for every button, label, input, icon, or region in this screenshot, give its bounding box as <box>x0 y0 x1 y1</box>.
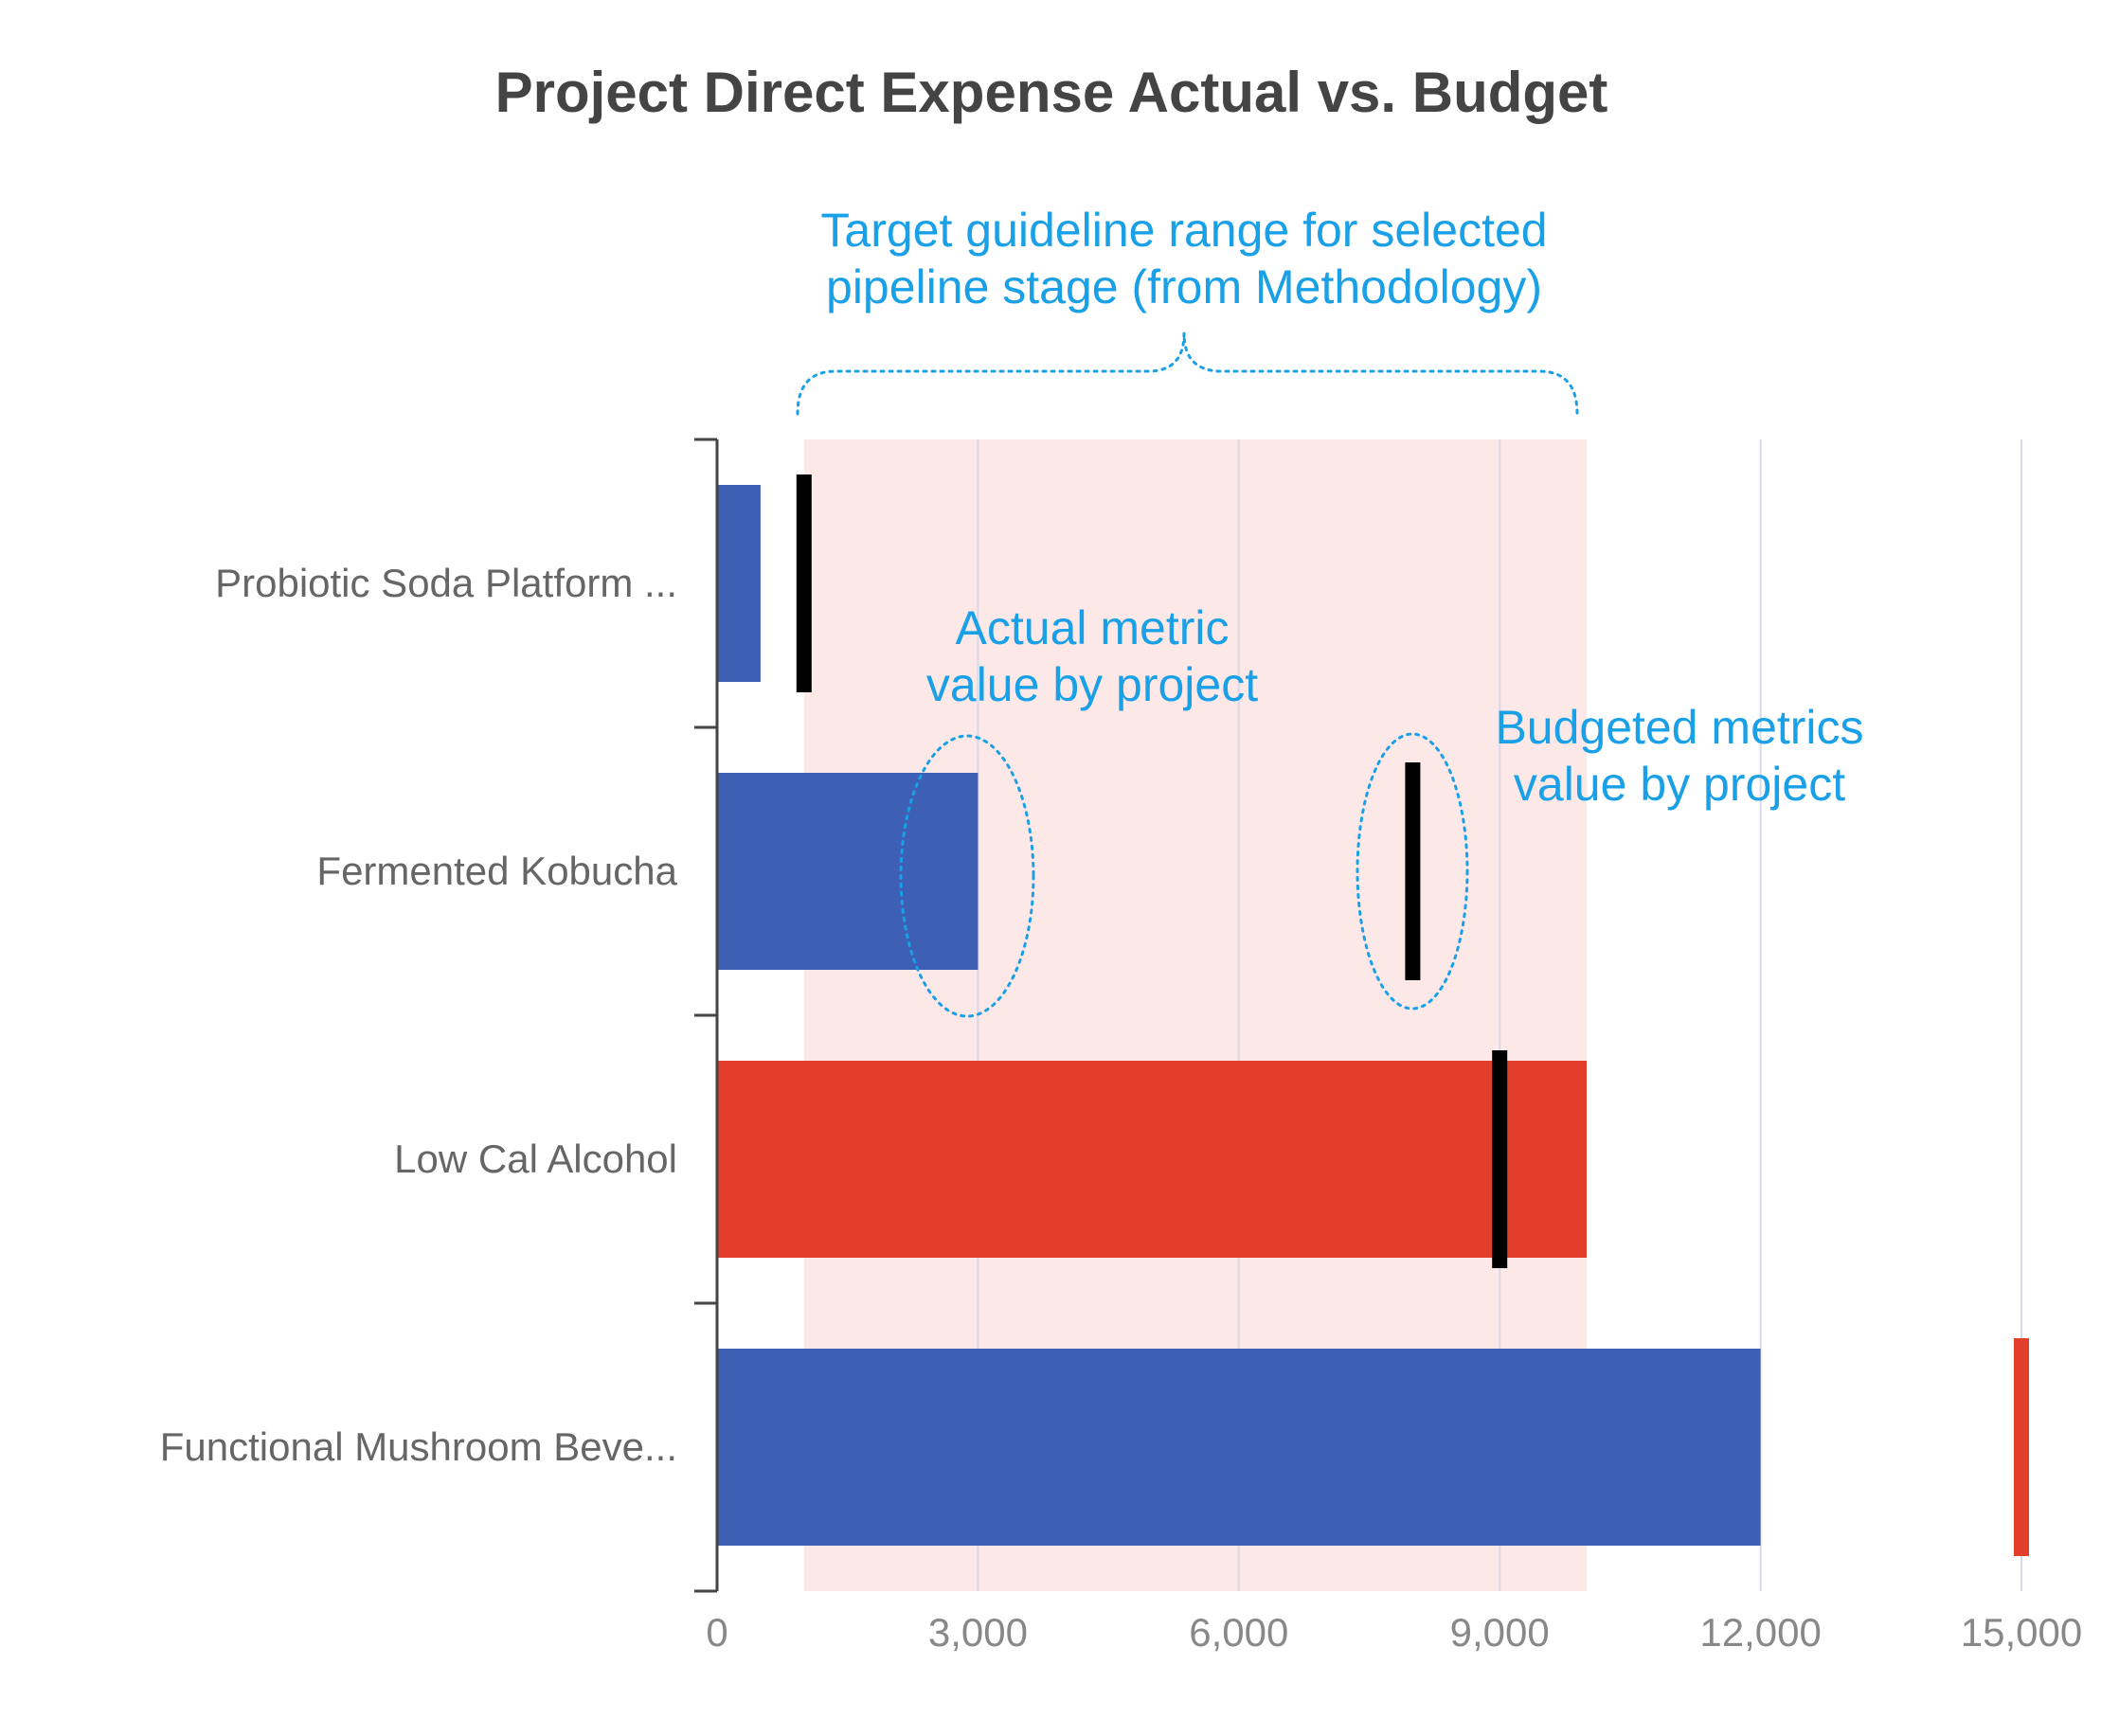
x-tick-label: 12,000 <box>1699 1610 1821 1655</box>
actual-bar <box>717 485 761 682</box>
budget-marker <box>1492 1050 1508 1268</box>
category-label: Probiotic Soda Platform ... <box>215 561 677 605</box>
chart-title: Project Direct Expense Actual vs. Budget <box>495 61 1608 124</box>
budget-marker <box>796 474 812 692</box>
tick-label-layer: 0 3,000 6,000 9,000 12,000 15,000 <box>706 1610 2082 1655</box>
category-label: Low Cal Alcohol <box>394 1136 677 1181</box>
budget-annotation-ellipse <box>1356 732 1469 1011</box>
x-tick-label: 9,000 <box>1450 1610 1550 1655</box>
actual-annotation-ellipse <box>899 734 1035 1018</box>
x-tick-label: 0 <box>706 1610 727 1655</box>
budget-marker <box>1405 762 1421 980</box>
budget-annotation: Budgeted metrics value by project <box>1356 701 1864 1011</box>
budget-annotation-line-1: Budgeted metrics <box>1495 701 1863 754</box>
category-label-layer: Probiotic Soda Platform ... Fermented Kob… <box>160 561 678 1469</box>
budget-marker-layer <box>796 474 2029 1556</box>
target-range-annotation-line-1: Target guideline range for selected <box>820 204 1547 257</box>
x-tick-label: 3,000 <box>928 1610 1028 1655</box>
x-tick-label: 15,000 <box>1961 1610 2082 1655</box>
target-range-annotation: Target guideline range for selected pipe… <box>796 204 1579 416</box>
x-tick-label: 6,000 <box>1189 1610 1288 1655</box>
category-label: Fermented Kobucha <box>316 849 677 893</box>
axis-layer <box>694 438 719 1593</box>
budget-marker <box>2014 1338 2029 1556</box>
actual-annotation: Actual metric value by project <box>899 601 1258 1018</box>
actual-bar <box>717 1349 1761 1546</box>
actual-bar <box>717 773 979 970</box>
actual-bar <box>717 1061 1587 1258</box>
category-label: Functional Mushroom Beve... <box>160 1424 677 1469</box>
budget-annotation-line-2: value by project <box>1514 758 1845 811</box>
target-range-annotation-line-2: pipeline stage (from Methodology) <box>826 260 1542 313</box>
actual-annotation-line-2: value by project <box>926 658 1258 711</box>
actual-annotation-line-1: Actual metric <box>956 601 1230 654</box>
target-range-brace <box>796 332 1579 416</box>
bar-layer <box>717 485 1761 1546</box>
